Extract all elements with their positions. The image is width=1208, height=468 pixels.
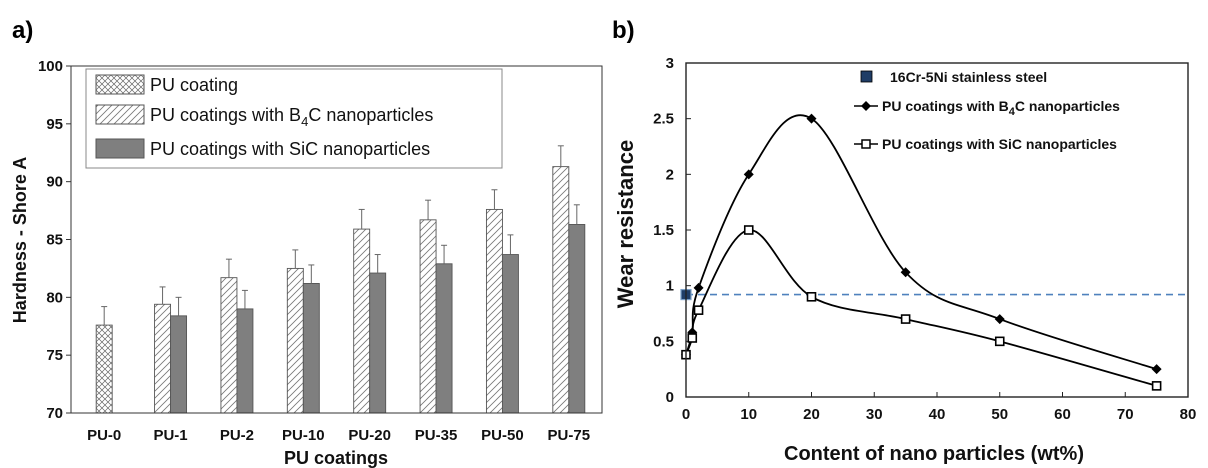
bar-pu-10-pu-coatings-with-b4c-nanoparticles: [286, 267, 304, 414]
panel-b: b) 0 0.5 1 1.5 2 2.5 3 0 10 20 30 40 50 60 70 80 Wear …: [612, 17, 1196, 465]
panel-a-x-axis-title: PU coatings: [284, 448, 388, 468]
point-pu-coatings-with-sic-nanoparticles-75: [1151, 381, 1162, 391]
y-tick-label: 90: [46, 174, 63, 191]
y-tick-label: 3: [666, 55, 674, 72]
y-tick-label: 1: [666, 278, 674, 295]
legend-label-sic-b: PU coatings with SiC nanoparticles: [882, 136, 1117, 152]
x-tick-label: 30: [866, 406, 883, 423]
point-pu-coatings-with-b4c-nanoparticles-75: [1151, 364, 1162, 375]
x-tick-label: 10: [740, 406, 757, 423]
point-pu-coatings-with-sic-nanoparticles-2: [693, 305, 704, 315]
legend-label-sic: PU coatings with SiC nanoparticles: [150, 139, 430, 159]
panel-a-legend: PU coating PU coatings with B4C nanopart…: [85, 68, 503, 169]
panel-b-plot-frame: [685, 62, 1189, 398]
legend-label-b4c: PU coatings with B4C nanoparticles: [150, 105, 433, 129]
bar-pu-1-pu-coatings-with-sic-nanoparticles: [170, 315, 188, 414]
x-tick-label-pu-10: PU-10: [282, 427, 325, 444]
panel-a-plot-frame: [70, 65, 603, 414]
x-tick-label-pu-2: PU-2: [220, 427, 254, 444]
bar-pu-2-pu-coatings-with-sic-nanoparticles: [236, 308, 254, 414]
panel-a: a) 70 75 80 85 90 95 100 PU-0 PU-1 PU-2 PU-10 PU-2…: [10, 17, 603, 468]
point-pu-coatings-with-sic-nanoparticles-1: [687, 333, 698, 343]
bar-pu-20-pu-coatings-with-sic-nanoparticles: [369, 272, 387, 414]
point-pu-coatings-with-b4c-nanoparticles-10: [743, 169, 754, 180]
legend-label-steel: 16Cr-5Ni stainless steel: [890, 69, 1047, 85]
panel-b-x-axis-title: Content of nano particles (wt%): [784, 443, 1084, 465]
y-tick-label: 2: [666, 166, 674, 183]
legend-label-b4c-b: PU coatings with B4C nanoparticles: [882, 98, 1120, 118]
x-tick-label: 70: [1117, 406, 1134, 423]
y-tick-label: 2.5: [653, 111, 674, 128]
point-pu-coatings-with-b4c-nanoparticles-20: [806, 113, 817, 124]
panel-b-y-ticks: 0 0.5 1 1.5 2 2.5 3: [653, 55, 691, 406]
panel-b-series: [680, 113, 1162, 391]
bar-pu-2-pu-coatings-with-b4c-nanoparticles: [220, 277, 238, 414]
point-pu-coatings-with-sic-nanoparticles-35: [900, 314, 911, 324]
x-tick-label: 40: [929, 406, 946, 423]
point-pu-coatings-with-b4c-nanoparticles-50: [994, 314, 1005, 325]
y-tick-label: 85: [46, 232, 63, 249]
x-tick-label-pu-1: PU-1: [153, 427, 187, 444]
y-tick-label: 100: [38, 58, 63, 75]
x-tick-label: 80: [1180, 406, 1197, 423]
legend-swatch-b4c: [95, 104, 145, 125]
x-tick-label-pu-35: PU-35: [415, 427, 458, 444]
point-pu-coatings-with-sic-nanoparticles-20: [806, 291, 817, 302]
y-tick-label: 0.5: [653, 333, 674, 350]
panel-b-x-ticks: 0 10 20 30 40 50 60 70 80: [682, 392, 1197, 423]
y-tick-label: 1.5: [653, 222, 674, 239]
legend-swatch-pu-coating: [95, 74, 145, 95]
panel-a-y-axis-title: Hardness - Shore A: [10, 157, 30, 323]
legend-marker-b4c: [861, 101, 871, 111]
legend-swatch-sic: [95, 138, 145, 159]
x-tick-label: 20: [803, 406, 820, 423]
x-tick-label: 60: [1054, 406, 1071, 423]
y-tick-label: 0: [666, 389, 674, 406]
bar-pu-10-pu-coatings-with-sic-nanoparticles: [302, 283, 320, 414]
panel-a-bars: [95, 145, 586, 414]
line-pu-coatings-with-b4c-nanoparticles: [685, 114, 1157, 371]
x-tick-label-pu-50: PU-50: [481, 427, 524, 444]
x-tick-label: 50: [991, 406, 1008, 423]
x-tick-label: 0: [682, 406, 690, 423]
y-tick-label: 75: [46, 347, 63, 364]
y-tick-label: 95: [46, 116, 63, 133]
panel-a-legend-box: [85, 68, 503, 169]
bar-pu-0-pu-coating: [95, 324, 113, 414]
legend-marker-sic: [861, 139, 871, 149]
legend-label-pu-coating: PU coating: [150, 75, 238, 95]
bar-pu-50-pu-coatings-with-sic-nanoparticles: [501, 254, 519, 414]
bar-pu-50-pu-coatings-with-b4c-nanoparticles: [485, 208, 503, 414]
line-pu-coatings-with-sic-nanoparticles: [685, 229, 1157, 387]
panel-b-y-axis-title: Wear resistance: [613, 140, 638, 308]
point-pu-coatings-with-b4c-nanoparticles-35: [900, 267, 911, 278]
x-tick-label-pu-0: PU-0: [87, 427, 121, 444]
point-pu-coatings-with-sic-nanoparticles-50: [994, 336, 1005, 347]
x-tick-label-pu-20: PU-20: [348, 427, 391, 444]
panel-a-x-ticks: PU-0 PU-1 PU-2 PU-10 PU-20 PU-35 PU-50 PU-75: [87, 427, 590, 444]
bar-pu-75-pu-coatings-with-b4c-nanoparticles: [552, 166, 570, 414]
bar-pu-35-pu-coatings-with-b4c-nanoparticles: [419, 219, 437, 414]
x-tick-label-pu-75: PU-75: [548, 427, 591, 444]
y-tick-label: 80: [46, 289, 63, 306]
legend-marker-steel: [860, 70, 873, 83]
point-pu-coatings-with-b4c-nanoparticles-2: [693, 282, 704, 293]
panel-a-y-ticks: 70 75 80 85 90 95 100: [38, 58, 71, 422]
panel-b-label: b): [612, 17, 635, 44]
bar-pu-20-pu-coatings-with-b4c-nanoparticles: [353, 228, 371, 414]
bar-pu-35-pu-coatings-with-sic-nanoparticles: [435, 263, 453, 414]
bar-pu-1-pu-coatings-with-b4c-nanoparticles: [154, 303, 172, 414]
y-tick-label: 70: [46, 405, 63, 422]
bar-pu-75-pu-coatings-with-sic-nanoparticles: [568, 224, 586, 414]
panel-a-label: a): [12, 17, 33, 44]
point-pu-coatings-with-sic-nanoparticles-10: [743, 225, 754, 235]
panel-b-legend: 16Cr-5Ni stainless steel PU coatings wit…: [854, 69, 1120, 152]
